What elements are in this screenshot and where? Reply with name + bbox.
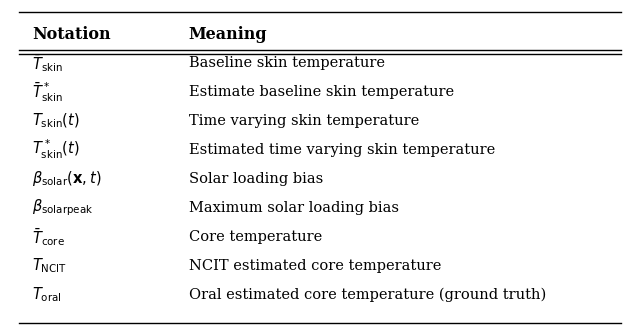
Text: $T^*_{\mathrm{skin}}(t)$: $T^*_{\mathrm{skin}}(t)$	[32, 138, 80, 161]
Text: $\bar{T}_{\mathrm{core}}$: $\bar{T}_{\mathrm{core}}$	[32, 226, 65, 248]
Text: Estimated time varying skin temperature: Estimated time varying skin temperature	[189, 143, 495, 157]
Text: Estimate baseline skin temperature: Estimate baseline skin temperature	[189, 85, 454, 99]
Text: Baseline skin temperature: Baseline skin temperature	[189, 56, 385, 70]
Text: $T_{\mathrm{oral}}$: $T_{\mathrm{oral}}$	[32, 286, 61, 304]
Text: Core temperature: Core temperature	[189, 230, 322, 244]
Text: $\beta_{\mathrm{solarpeak}}$: $\beta_{\mathrm{solarpeak}}$	[32, 198, 93, 218]
Text: $\bar{T}^*_{\mathrm{skin}}$: $\bar{T}^*_{\mathrm{skin}}$	[32, 80, 63, 104]
Text: NCIT estimated core temperature: NCIT estimated core temperature	[189, 259, 441, 273]
Text: Maximum solar loading bias: Maximum solar loading bias	[189, 201, 399, 215]
Text: $\bar{T}_{\mathrm{skin}}$: $\bar{T}_{\mathrm{skin}}$	[32, 52, 63, 74]
Text: Solar loading bias: Solar loading bias	[189, 172, 323, 186]
Text: $T_{\mathrm{NCIT}}$: $T_{\mathrm{NCIT}}$	[32, 257, 67, 275]
Text: Notation: Notation	[32, 26, 111, 43]
Text: $\beta_{\mathrm{solar}}(\mathbf{x}, t)$: $\beta_{\mathrm{solar}}(\mathbf{x}, t)$	[32, 169, 102, 188]
Text: $T_{\mathrm{skin}}(t)$: $T_{\mathrm{skin}}(t)$	[32, 112, 80, 130]
Text: Time varying skin temperature: Time varying skin temperature	[189, 114, 419, 128]
Text: Oral estimated core temperature (ground truth): Oral estimated core temperature (ground …	[189, 288, 546, 302]
Text: Meaning: Meaning	[189, 26, 268, 43]
